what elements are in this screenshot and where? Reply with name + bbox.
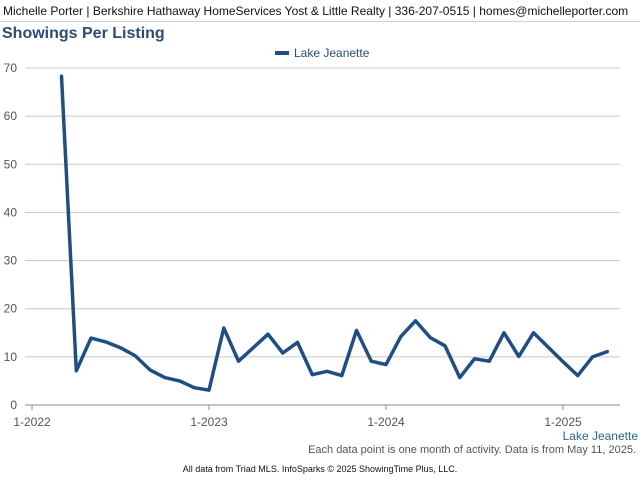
data-point <box>517 354 521 358</box>
series-group <box>59 74 610 392</box>
y-tick-label: 0 <box>10 398 17 412</box>
x-tick-label: 1-2023 <box>190 415 228 429</box>
data-point <box>281 351 285 355</box>
data-point <box>325 369 329 373</box>
data-point <box>369 359 373 363</box>
legend[interactable]: Lake Jeanette <box>275 46 370 60</box>
legend-label[interactable]: Lake Jeanette <box>294 46 370 60</box>
data-point <box>89 336 93 340</box>
data-point <box>296 340 299 344</box>
y-tick-label: 30 <box>4 254 18 268</box>
data-point <box>532 331 535 335</box>
data-point <box>384 363 388 367</box>
data-point <box>546 345 550 349</box>
data-point <box>237 359 240 363</box>
series-corner-label: Lake Jeanette <box>563 429 639 443</box>
data-point <box>74 369 78 373</box>
data-point <box>458 376 462 380</box>
data-point <box>443 344 447 348</box>
y-tick-label: 20 <box>4 302 18 316</box>
data-point <box>222 326 226 330</box>
data-point <box>266 332 270 336</box>
data-point <box>192 386 196 390</box>
y-tick-label: 50 <box>4 157 18 171</box>
data-point <box>119 346 122 350</box>
data-point <box>148 368 152 372</box>
x-tick-label: 1-2025 <box>544 415 582 429</box>
data-point <box>178 379 181 383</box>
data-point <box>60 74 63 78</box>
data-point <box>310 373 314 377</box>
x-tick-label: 1-2024 <box>367 415 405 429</box>
data-point <box>133 354 137 358</box>
y-axis-ticks: 0 10 20 30 40 50 60 70 <box>4 61 18 412</box>
data-point <box>576 374 580 378</box>
data-point <box>428 336 432 340</box>
y-tick-label: 10 <box>4 350 18 364</box>
agent-contact-text: Michelle Porter | Berkshire Hathaway Hom… <box>3 4 629 18</box>
data-point <box>605 350 609 354</box>
series-line-lake-jeanette <box>59 74 610 392</box>
y-tick-label: 40 <box>4 205 18 219</box>
data-point <box>591 355 594 359</box>
chart-title: Showings Per Listing <box>2 25 165 42</box>
data-point <box>399 335 403 339</box>
y-tick-label: 60 <box>4 109 18 123</box>
data-point <box>251 346 255 350</box>
data-point <box>340 374 344 378</box>
x-axis: 1-2022 1-2023 1-2024 1-2025 <box>13 405 582 429</box>
header-bar: Michelle Porter | Berkshire Hathaway Hom… <box>0 0 640 22</box>
data-point <box>414 319 417 323</box>
data-credit: All data from Triad MLS. InfoSparks © 20… <box>182 464 458 474</box>
data-note: Each data point is one month of activity… <box>308 444 636 456</box>
y-tick-label: 70 <box>4 61 18 75</box>
data-point <box>561 360 565 364</box>
data-point <box>502 331 506 335</box>
data-point <box>487 359 491 363</box>
data-point <box>355 328 358 332</box>
grid-lines <box>25 67 620 406</box>
data-point <box>163 376 167 380</box>
data-point <box>473 357 476 361</box>
data-point <box>104 340 108 344</box>
x-tick-label: 1-2022 <box>13 415 51 429</box>
data-point <box>207 388 211 392</box>
